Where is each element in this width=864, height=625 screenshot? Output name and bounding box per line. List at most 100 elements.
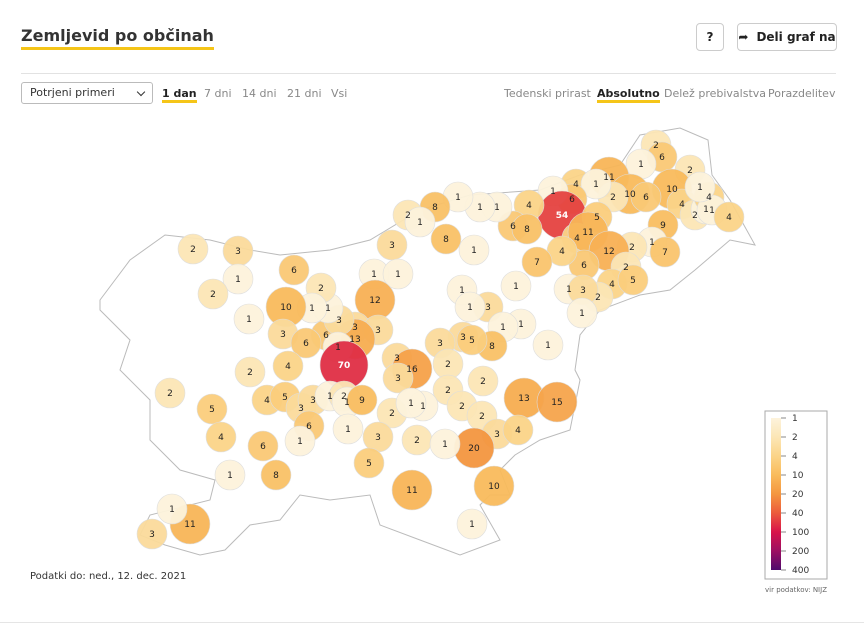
help-button[interactable]: ? xyxy=(696,23,724,51)
municipality xyxy=(430,223,462,255)
municipality xyxy=(391,469,433,511)
municipality-label: 4 xyxy=(559,247,565,257)
municipality-label: 3 xyxy=(494,430,500,440)
municipality-label: 4 xyxy=(264,396,270,406)
municipality-label: 13 xyxy=(518,394,529,404)
municipality-label: 12 xyxy=(603,247,614,257)
municipality-label: 70 xyxy=(338,361,351,371)
municipality-label: 11 xyxy=(406,486,417,496)
municipality-label: 1 xyxy=(471,246,477,256)
municipality xyxy=(156,493,188,525)
municipality-label: 2 xyxy=(341,392,347,402)
municipality xyxy=(456,324,488,356)
municipality-label: 1 xyxy=(513,282,519,292)
legend-label: 200 xyxy=(792,547,809,557)
municipality xyxy=(353,447,385,479)
mode-tab[interactable]: Absolutno xyxy=(597,87,660,103)
period-tab[interactable]: Vsi xyxy=(331,87,348,100)
municipality-label: 11 xyxy=(184,520,195,530)
legend-label: 20 xyxy=(792,490,804,500)
legend-label: 40 xyxy=(792,509,804,519)
municipality-label: 1 xyxy=(545,341,551,351)
municipality xyxy=(332,413,364,445)
municipality-label: 3 xyxy=(485,303,491,313)
legend-label: 4 xyxy=(792,452,798,462)
mode-tab[interactable]: Tedenski prirast xyxy=(504,87,591,100)
municipality-label: 1 xyxy=(235,275,241,285)
municipality-label: 1 xyxy=(325,304,331,314)
divider xyxy=(21,73,836,74)
municipality xyxy=(247,430,279,462)
source-note: vir podatkov: NIJZ xyxy=(765,586,827,594)
municipality xyxy=(458,234,490,266)
municipality-label: 2 xyxy=(247,368,253,378)
municipality-label: 1 xyxy=(297,437,303,447)
municipality xyxy=(454,291,486,323)
municipality-label: 10 xyxy=(280,303,292,313)
municipality-label: 4 xyxy=(679,200,685,210)
municipality xyxy=(272,350,304,382)
municipality-label: 4 xyxy=(218,433,224,443)
municipality-label: 4 xyxy=(285,362,291,372)
municipality xyxy=(234,356,266,388)
updated-note: Podatki do: ned., 12. dec. 2021 xyxy=(30,571,187,582)
share-button[interactable]: ➦ Deli graf na xyxy=(737,23,837,51)
municipality-label: 1 xyxy=(227,471,233,481)
municipality-label: 6 xyxy=(303,339,309,349)
municipality-label: 11 xyxy=(582,228,593,238)
measure-select[interactable]: Potrjeni primeri xyxy=(21,82,153,104)
municipality-label: 9 xyxy=(359,396,365,406)
municipality-label: 2 xyxy=(167,389,173,399)
municipality-label: 3 xyxy=(375,326,381,336)
period-tab[interactable]: 1 dan xyxy=(162,87,197,103)
municipality-label: 1 xyxy=(638,160,644,170)
municipality-label: 2 xyxy=(445,360,451,370)
municipality xyxy=(630,181,662,213)
municipality xyxy=(196,393,228,425)
municipality-label: 1 xyxy=(469,520,475,530)
municipality-label: 4 xyxy=(609,280,615,290)
municipality-label: 1 xyxy=(550,187,556,197)
municipality-label: 6 xyxy=(569,195,575,205)
municipality-label: 10 xyxy=(488,482,500,492)
municipality-label: 8 xyxy=(489,342,495,352)
municipality xyxy=(429,428,461,460)
municipality-label: 3 xyxy=(580,286,586,296)
municipality-label: 2 xyxy=(595,293,601,303)
bottom-border xyxy=(0,622,864,623)
municipality-label: 4 xyxy=(574,234,580,244)
municipality xyxy=(511,213,543,245)
period-tab[interactable]: 21 dni xyxy=(287,87,322,100)
municipality-label: 6 xyxy=(306,422,312,432)
municipality xyxy=(532,329,564,361)
municipality-label: 54 xyxy=(556,211,569,221)
municipality-label: 2 xyxy=(190,245,196,255)
municipality xyxy=(278,254,310,286)
municipality xyxy=(580,168,612,200)
municipality-label: 5 xyxy=(630,276,636,286)
municipality xyxy=(154,377,186,409)
mode-tab[interactable]: Porazdelitev xyxy=(768,87,836,100)
period-tab[interactable]: 7 dni xyxy=(204,87,232,100)
municipality-label: 2 xyxy=(210,290,216,300)
municipality-label: 1 xyxy=(327,392,333,402)
municipality xyxy=(233,303,265,335)
municipality-label: 4 xyxy=(573,180,579,190)
municipality-label: 7 xyxy=(534,258,540,268)
legend-label: 2 xyxy=(792,433,798,443)
legend-gradient xyxy=(771,418,781,570)
municipality-label: 4 xyxy=(726,213,732,223)
municipality-label: 1 xyxy=(455,193,461,203)
municipality-label: 6 xyxy=(510,222,516,232)
mode-tab[interactable]: Delež prebivalstva xyxy=(664,87,767,100)
municipality-label: 2 xyxy=(414,436,420,446)
legend-label: 1 xyxy=(792,414,798,424)
municipality-label: 11 xyxy=(603,173,614,183)
municipality-label: 5 xyxy=(594,213,600,223)
municipality-label: 1 xyxy=(500,323,506,333)
municipality-label: 3 xyxy=(395,374,401,384)
municipality-label: 6 xyxy=(643,193,649,203)
municipality-label: 1 xyxy=(518,320,524,330)
period-tab[interactable]: 14 dni xyxy=(242,87,277,100)
